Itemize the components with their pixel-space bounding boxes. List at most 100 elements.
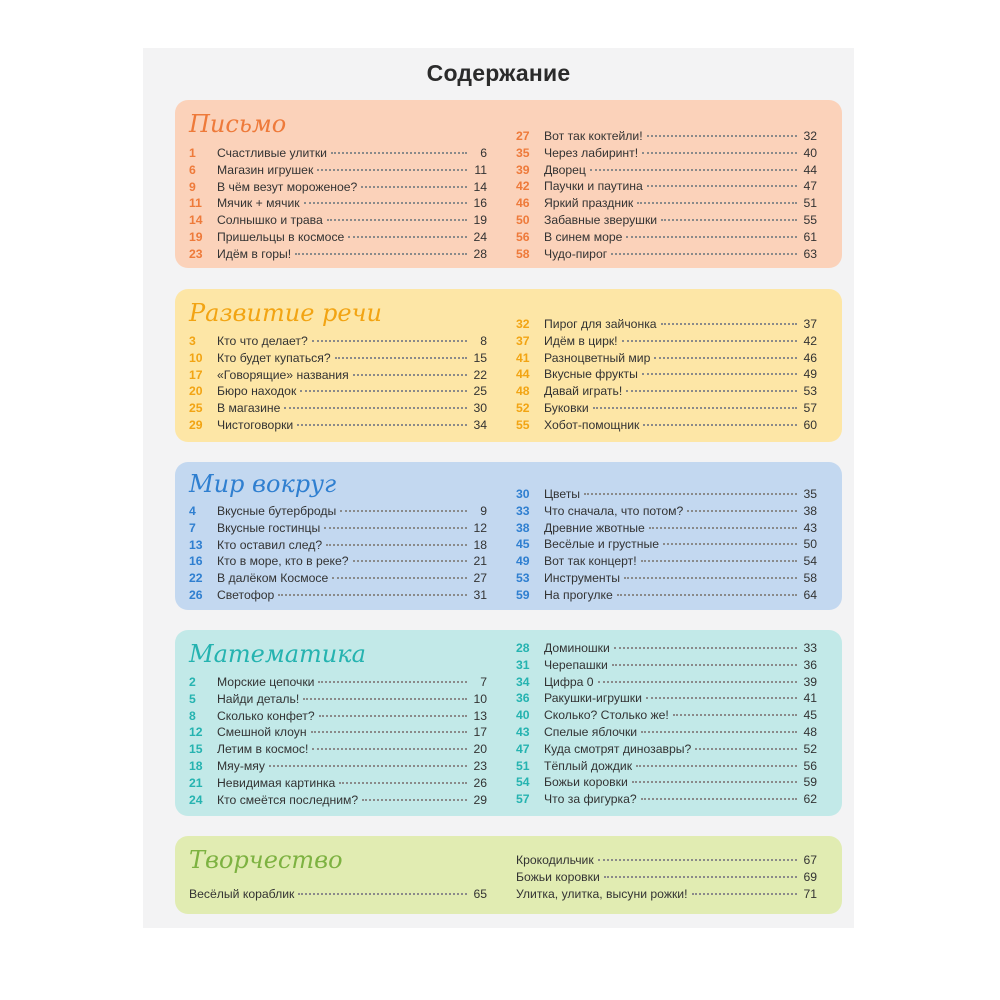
toc-entry: 13 Кто оставил след? 18 [189, 537, 487, 554]
toc-entry: 7 Вкусные гостинцы 12 [189, 520, 487, 537]
entry-title: Невидимая картинка [217, 775, 336, 790]
toc-entry: 45 Весёлые и грустные 50 [516, 536, 817, 553]
entry-title: Забавные зверушки [544, 212, 658, 227]
entry-page: 23 [473, 758, 487, 773]
dot-leader [278, 593, 467, 596]
dot-leader [663, 543, 797, 546]
toc-entry: 21 Невидимая картинка 26 [189, 775, 487, 792]
entry-number: 57 [516, 792, 530, 807]
dot-leader [334, 356, 467, 359]
entry-number: 5 [189, 691, 196, 706]
entry-page: 36 [803, 657, 817, 672]
toc-entry: 35 Через лабиринт! 40 [516, 145, 817, 162]
entry-number: 10 [189, 350, 203, 365]
page-title: Содержание [426, 60, 571, 86]
entry-number: 24 [189, 792, 203, 807]
dot-leader [312, 748, 467, 751]
entry-number: 40 [516, 708, 530, 723]
entry-number: 51 [516, 758, 530, 773]
entry-number: 23 [189, 246, 203, 261]
entry-title: Летим в космос! [217, 742, 309, 757]
dot-leader [641, 730, 797, 733]
toc-entry: 41 Разноцветный мир 46 [516, 350, 817, 367]
toc-entry: 14 Солнышко и трава 19 [189, 212, 487, 229]
dot-leader [640, 798, 797, 801]
entry-number: 25 [189, 401, 203, 416]
entry-number: 14 [189, 213, 203, 228]
entry-number: 54 [516, 775, 530, 790]
entry-title: Цветы [544, 487, 581, 501]
entry-page: 45 [803, 708, 817, 723]
entry-page: 42 [803, 333, 817, 348]
dot-leader [584, 493, 797, 495]
dot-leader [298, 893, 467, 895]
dot-leader [268, 764, 467, 767]
entry-number: 13 [189, 537, 203, 552]
toc-entry: 46 Яркий праздник 51 [516, 195, 817, 212]
dot-leader [300, 390, 467, 393]
entry-title: Древние жвотные [544, 520, 645, 535]
entry-page: 8 [480, 334, 487, 348]
toc-entry: 3 Кто что делает? 8 [189, 333, 487, 350]
entry-title: Цифра 0 [544, 674, 594, 689]
dot-leader [645, 697, 797, 700]
entry-number: 45 [516, 537, 530, 552]
dot-leader [624, 576, 797, 579]
section-title: Математика [189, 640, 366, 668]
entry-number: 34 [516, 674, 530, 689]
entry-page: 62 [803, 792, 817, 807]
entry-page: 34 [473, 417, 487, 432]
entry-title: Счастливые улитки [217, 146, 327, 160]
entry-page: 26 [473, 775, 487, 790]
entry-title: Вкусные фрукты [544, 367, 638, 382]
entry-page: 9 [480, 504, 487, 518]
dot-leader [611, 252, 797, 255]
entry-page: 53 [803, 384, 817, 399]
entry-page: 59 [803, 775, 817, 790]
section-title: Творчество [189, 846, 343, 874]
dot-leader [611, 663, 797, 666]
entry-title: Пирог для зайчонка [544, 317, 657, 331]
dot-leader [326, 543, 467, 546]
section-razvitie-rechi: Развитие речи 3 Кто что делает? 8 10 Кто буд… [175, 289, 842, 442]
dot-leader [695, 747, 797, 750]
left-column: Весёлый кораблик 65 [189, 886, 487, 903]
toc-entry: Крокодильчик 67 [516, 852, 817, 869]
toc-entry: 10 Кто будет купаться? 15 [189, 350, 487, 367]
dot-leader [654, 356, 797, 359]
entry-page: 13 [473, 708, 487, 723]
entry-page: 31 [473, 587, 487, 602]
toc-entry: 38 Древние жвотные 43 [516, 520, 817, 537]
dot-leader [317, 168, 467, 171]
toc-entry: 27 Вот так коктейли! 32 [516, 128, 817, 145]
dot-leader [326, 219, 467, 222]
dot-leader [362, 798, 467, 801]
entry-title: Доминошки [544, 641, 610, 655]
entry-page: 51 [803, 196, 817, 211]
toc-entry: 25 В магазине 30 [189, 400, 487, 417]
entry-page: 15 [473, 350, 487, 365]
dot-leader [643, 423, 797, 426]
dot-leader [626, 390, 797, 393]
entry-page: 65 [473, 887, 487, 901]
dot-leader [310, 731, 467, 734]
dot-leader [589, 168, 797, 171]
dot-leader [592, 406, 797, 409]
entry-number: 43 [516, 724, 530, 739]
entry-page: 20 [473, 742, 487, 757]
dot-leader [626, 235, 797, 238]
entry-title: Кто смеётся последним? [217, 792, 359, 807]
entry-page: 40 [803, 145, 817, 160]
right-column: 27 Вот так коктейли! 32 35 Через лабиринт! 40… [516, 128, 817, 262]
dot-leader [642, 151, 797, 154]
entry-number: 32 [516, 317, 530, 331]
toc-entry: 44 Вкусные фрукты 49 [516, 366, 817, 383]
left-column: 1 Счастливые улитки 6 6 Магазин игрушек 11 9 В … [189, 145, 487, 263]
entry-title: Ракушки-игрушки [544, 691, 642, 706]
entry-number: 3 [189, 334, 196, 348]
right-column: Крокодильчик 67 Божьи коровки 69 Улитка, ули… [516, 852, 817, 902]
toc-entry: 8 Сколько конфет? 13 [189, 708, 487, 725]
entry-title: В синем море [544, 229, 623, 244]
entry-title: Пришельцы в космосе [217, 229, 345, 244]
entry-number: 44 [516, 367, 530, 382]
